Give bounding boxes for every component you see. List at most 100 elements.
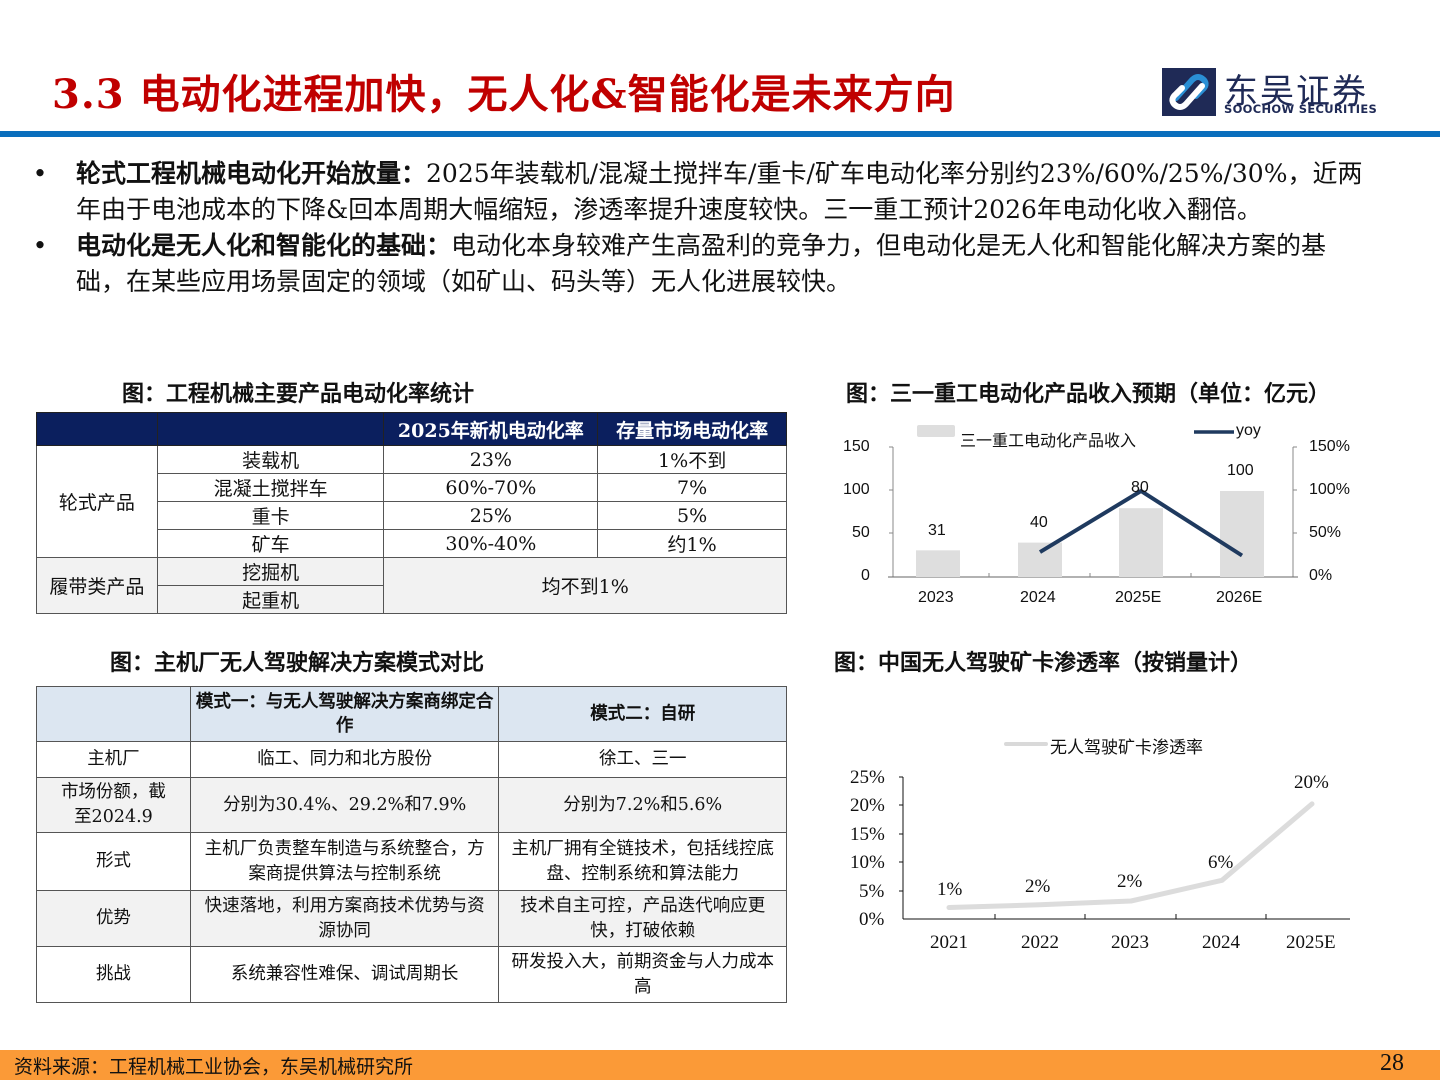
bullet-heading: 电动化是无人化和智能化的基础：	[76, 231, 452, 260]
company-logo: 东吴证券 SOOCHOW SECURITIES	[1160, 66, 1380, 118]
autonomous-mode-comparison-table: 模式一：与无人驾驶解决方案商绑定合作 模式二：自研 主机厂 临工、同力和北方股份…	[36, 686, 787, 1003]
stock-rate-cell: 5%	[597, 501, 787, 530]
data-label: 80	[1131, 479, 1149, 496]
table-row: 矿车 30%-40% 约1%	[37, 529, 787, 558]
row-label: 形式	[36, 832, 191, 891]
footer-bar	[0, 1050, 1440, 1080]
header-divider	[0, 131, 1440, 137]
legend-bar-label: 三一重工电动化产品收入	[960, 433, 1137, 450]
category-cell: 履带类产品	[36, 557, 158, 614]
bullet-text: 2025年装载机/混凝土搅拌车/重卡/矿车电动化率分别约23%/60%/25%/…	[76, 159, 1363, 224]
chart2-title: 图：中国无人驾驶矿卡渗透率（按销量计）	[834, 650, 1253, 676]
y-right-tick: 0%	[1309, 567, 1333, 584]
product-cell: 混凝土搅拌车	[156, 473, 385, 502]
y-right-tick: 150%	[1309, 438, 1350, 455]
bullet-heading: 轮式工程机械电动化开始放量：	[76, 159, 427, 188]
table-row: 混凝土搅拌车 60%-70% 7%	[37, 473, 787, 502]
y-tick: 20%	[850, 795, 885, 816]
table-header-row: 模式一：与无人驾驶解决方案商绑定合作 模式二：自研	[36, 686, 787, 742]
y-left-tick: 50	[852, 524, 870, 541]
header-cell	[156, 412, 385, 446]
table1-title: 图：工程机械主要产品电动化率统计	[122, 381, 475, 407]
bullet-dot-icon: •	[32, 159, 48, 188]
mode1-cell: 系统兼容性难保、调试周期长	[189, 946, 500, 1003]
data-label: 1%	[937, 879, 963, 900]
logo-chinese-name: 东吴证券	[1224, 72, 1368, 112]
electrification-rate-table: 2025年新机电动化率 存量市场电动化率 轮式产品 装载机 23% 1%不到 混…	[36, 412, 787, 614]
stock-rate-cell: 7%	[597, 473, 787, 502]
soochow-logo-icon	[1162, 68, 1216, 116]
mode2-cell: 技术自主可控，产品迭代响应更快，打破依赖	[498, 890, 787, 947]
page-number: 28	[1380, 1050, 1404, 1076]
category-cell: 轮式产品	[36, 445, 158, 558]
header-cell	[36, 686, 191, 742]
data-label: 20%	[1294, 772, 1329, 793]
x-tick: 2026E	[1216, 589, 1263, 606]
x-tick: 2025E	[1115, 589, 1162, 606]
mode2-cell: 研发投入大，前期资金与人力成本高	[498, 946, 787, 1003]
x-tick: 2023	[1111, 932, 1149, 953]
x-tick: 2025E	[1286, 932, 1336, 953]
new-rate-cell: 30%-40%	[383, 529, 599, 558]
product-cell: 装载机	[156, 445, 385, 474]
row-label: 挑战	[36, 946, 191, 1003]
data-label: 6%	[1208, 852, 1234, 873]
data-label: 31	[928, 522, 946, 539]
mode2-cell: 分别为7.2%和5.6%	[498, 777, 787, 833]
table-row: 主机厂 临工、同力和北方股份 徐工、三一	[36, 741, 787, 778]
stock-rate-cell: 1%不到	[597, 445, 787, 474]
legend-line-label: yoy	[1236, 422, 1261, 439]
table-row: 优势 快速落地，利用方案商技术优势与资源协同 技术自主可控，产品迭代响应更快，打…	[36, 890, 787, 947]
stock-rate-cell: 约1%	[597, 529, 787, 558]
chart1-title: 图：三一重工电动化产品收入预期（单位：亿元）	[846, 381, 1331, 407]
data-label: 2%	[1117, 871, 1143, 892]
logo-english-name: SOOCHOW SECURITIES	[1224, 102, 1378, 116]
header-cell-mode1: 模式一：与无人驾驶解决方案商绑定合作	[189, 686, 500, 742]
new-rate-cell: 60%-70%	[383, 473, 599, 502]
x-tick: 2021	[930, 932, 968, 953]
table-row: 履带类产品 挖掘机 均不到1%	[36, 557, 787, 614]
bullet-text: 电动化本身较难产生高盈利的竞争力，但电动化是无人化和智能化解决方案的基础，在某些…	[76, 231, 1327, 296]
bullet-list: • 轮式工程机械电动化开始放量：2025年装载机/混凝土搅拌车/重卡/矿车电动化…	[30, 156, 1370, 300]
page-title: 3.3 电动化进程加快，无人化&智能化是未来方向	[52, 71, 956, 118]
y-right-tick: 50%	[1309, 524, 1342, 541]
new-rate-cell: 23%	[383, 445, 599, 474]
penetration-line	[946, 801, 1315, 910]
y-left-tick: 150	[843, 438, 870, 455]
mode1-cell: 分别为30.4%、29.2%和7.9%	[189, 777, 500, 833]
row-label: 主机厂	[36, 741, 191, 778]
header-cell-mode2: 模式二：自研	[498, 686, 787, 742]
y-tick: 25%	[850, 767, 885, 788]
row-label: 市场份额，截至2024.9	[36, 777, 191, 833]
y-left-tick: 100	[843, 481, 870, 498]
mode1-cell: 快速落地，利用方案商技术优势与资源协同	[189, 890, 500, 947]
data-label: 2%	[1025, 876, 1051, 897]
x-tick: 2022	[1021, 932, 1059, 953]
y-right-tick: 100%	[1309, 481, 1350, 498]
x-tick: 2024	[1202, 932, 1240, 953]
y-tick: 0%	[859, 909, 885, 930]
header-cell	[36, 412, 158, 446]
revenue-bar	[1220, 491, 1264, 577]
table-header-row: 2025年新机电动化率 存量市场电动化率	[36, 412, 787, 446]
row-label: 优势	[36, 890, 191, 947]
bullet-item: • 电动化是无人化和智能化的基础：电动化本身较难产生高盈利的竞争力，但电动化是无…	[30, 228, 1370, 300]
y-tick: 15%	[850, 824, 885, 845]
data-label: 100	[1227, 462, 1254, 479]
x-tick: 2024	[1020, 589, 1056, 606]
yoy-line	[1038, 489, 1244, 558]
bullet-item: • 轮式工程机械电动化开始放量：2025年装载机/混凝土搅拌车/重卡/矿车电动化…	[30, 156, 1370, 228]
mode1-cell: 临工、同力和北方股份	[189, 741, 500, 778]
revenue-bars	[916, 491, 1264, 577]
source-note: 资料来源：工程机械工业协会，东吴机械研究所	[14, 1056, 414, 1078]
revenue-bar	[1119, 508, 1163, 577]
product-cell: 起重机	[156, 585, 385, 614]
product-cell: 矿车	[156, 529, 385, 558]
mode2-cell: 主机厂拥有全链技术，包括线控底盘、控制系统和算法能力	[498, 832, 787, 891]
mode2-cell: 徐工、三一	[498, 741, 787, 778]
table-row: 挑战 系统兼容性难保、调试周期长 研发投入大，前期资金与人力成本高	[36, 946, 787, 1003]
y-left-tick: 0	[861, 567, 870, 584]
merged-rate-cell: 均不到1%	[383, 557, 787, 614]
table-row: 形式 主机厂负责整车制造与系统整合，方案商提供算法与控制系统 主机厂拥有全链技术…	[36, 832, 787, 891]
product-cell: 挖掘机	[156, 557, 385, 586]
